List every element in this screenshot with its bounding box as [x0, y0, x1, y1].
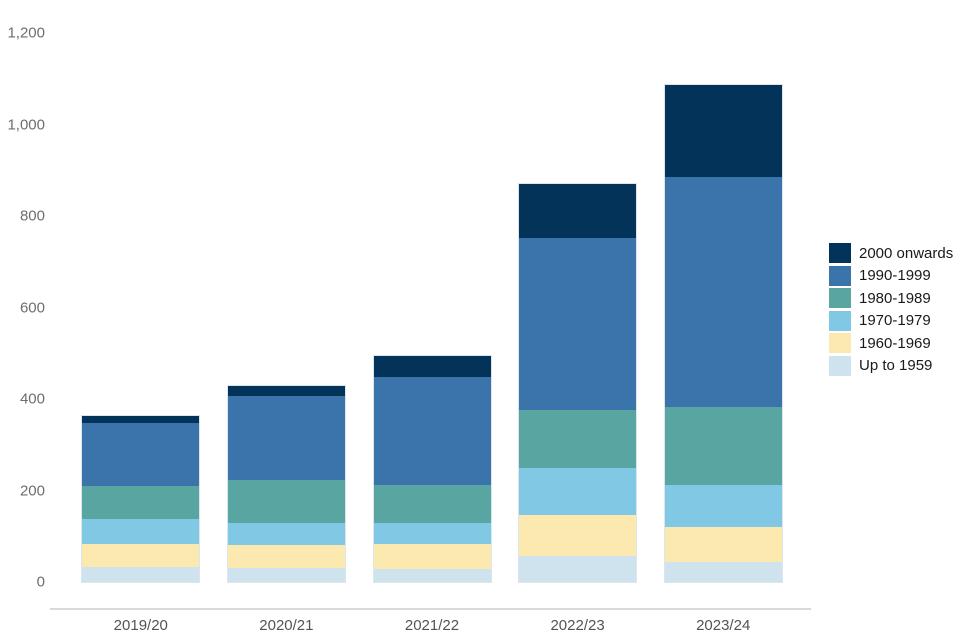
y-tick-label-0: 0 — [36, 573, 45, 591]
bar-segment-2021-22-1980-1989 — [373, 484, 491, 523]
legend-item-1970-1979: 1970-1979 — [829, 310, 953, 331]
bar-2019-20 — [82, 416, 200, 582]
legend-swatch-icon — [829, 310, 851, 331]
bar-segment-2023-24-1960-1969 — [664, 527, 782, 563]
y-tick-label-400: 400 — [19, 390, 45, 408]
legend-swatch-icon — [829, 355, 851, 376]
bar-segment-2021-22-up-to-1959 — [373, 569, 491, 582]
bar-segment-2020-21-2000-onwards — [227, 386, 345, 397]
bar-segment-2023-24-1970-1979 — [664, 485, 782, 528]
legend-item-1980-1989: 1980-1989 — [829, 288, 953, 309]
legend-item-1960-1969: 1960-1969 — [829, 333, 953, 354]
bar-segment-2023-24-2000-onwards — [664, 85, 782, 177]
bar-2022-23 — [519, 183, 637, 582]
bar-segment-2022-23-1960-1969 — [519, 515, 637, 557]
bar-2020-21 — [227, 386, 345, 582]
bar-segment-2020-21-1980-1989 — [227, 480, 345, 523]
bar-segment-2019-20-1990-1999 — [82, 423, 200, 486]
bar-segment-2021-22-2000-onwards — [373, 355, 491, 378]
legend-label: 1990-1999 — [859, 267, 931, 285]
legend-item-1990-1999: 1990-1999 — [829, 265, 953, 286]
legend-label: 2000 onwards — [859, 244, 954, 262]
legend-swatch-icon — [829, 333, 851, 354]
legend-label: 1980-1989 — [859, 289, 931, 307]
bar-segment-2021-22-1990-1999 — [373, 377, 491, 485]
y-tick-label-1200: 1,200 — [7, 24, 45, 42]
bar-segment-2023-24-1980-1989 — [664, 407, 782, 486]
x-axis-label-2022-23: 2022/23 — [550, 617, 605, 634]
bar-segment-2022-23-up-to-1959 — [519, 556, 637, 582]
bar-segment-2022-23-1990-1999 — [519, 238, 637, 410]
bar-segment-2020-21-1960-1969 — [227, 545, 345, 569]
bar-segment-2019-20-up-to-1959 — [82, 567, 200, 582]
x-axis-label-2020-21: 2020/21 — [259, 617, 314, 634]
legend-swatch-icon — [829, 265, 851, 286]
legend-item-up-to-1959: Up to 1959 — [829, 355, 953, 376]
y-tick-label-1000: 1,000 — [7, 116, 45, 133]
bar-segment-2020-21-up-to-1959 — [227, 568, 345, 582]
legend-label: Up to 1959 — [859, 357, 933, 375]
bar-segment-2022-23-1970-1979 — [519, 467, 637, 516]
bar-segment-2020-21-1990-1999 — [227, 396, 345, 481]
x-axis-line — [50, 608, 811, 610]
bar-segment-2021-22-1970-1979 — [373, 522, 491, 545]
y-tick-label-200: 200 — [19, 482, 45, 499]
bar-segment-2021-22-1960-1969 — [373, 544, 491, 570]
bar-segment-2019-20-2000-onwards — [82, 416, 200, 424]
bar-segment-2023-24-1990-1999 — [664, 176, 782, 408]
legend-label: 1960-1969 — [859, 334, 931, 352]
x-axis-label-2023-24: 2023/24 — [696, 617, 751, 634]
chart-legend: 2000 onwards 1990-1999 1980-1989 1970-1979 1… — [829, 243, 953, 379]
bar-segment-2019-20-1960-1969 — [82, 544, 200, 568]
legend-swatch-icon — [829, 243, 851, 263]
bar-2023-24 — [664, 85, 782, 582]
x-axis-label-2019-20: 2019/20 — [113, 617, 168, 634]
bar-segment-2022-23-2000-onwards — [519, 183, 637, 239]
y-tick-label-800: 800 — [19, 207, 45, 225]
x-axis-label-2021-22: 2021/22 — [404, 617, 460, 634]
bar-segment-2023-24-up-to-1959 — [664, 562, 782, 582]
legend-item-2000-onwards: 2000 onwards — [829, 243, 953, 263]
legend-swatch-icon — [829, 288, 851, 309]
bar-segment-2022-23-1980-1989 — [519, 409, 637, 468]
legend-label: 1970-1979 — [859, 312, 931, 330]
bar-segment-2019-20-1980-1989 — [82, 485, 200, 519]
bar-2021-22 — [373, 355, 491, 582]
bar-segment-2019-20-1970-1979 — [82, 518, 200, 544]
bar-segment-2020-21-1970-1979 — [227, 522, 345, 546]
y-tick-label-600: 600 — [19, 299, 45, 316]
